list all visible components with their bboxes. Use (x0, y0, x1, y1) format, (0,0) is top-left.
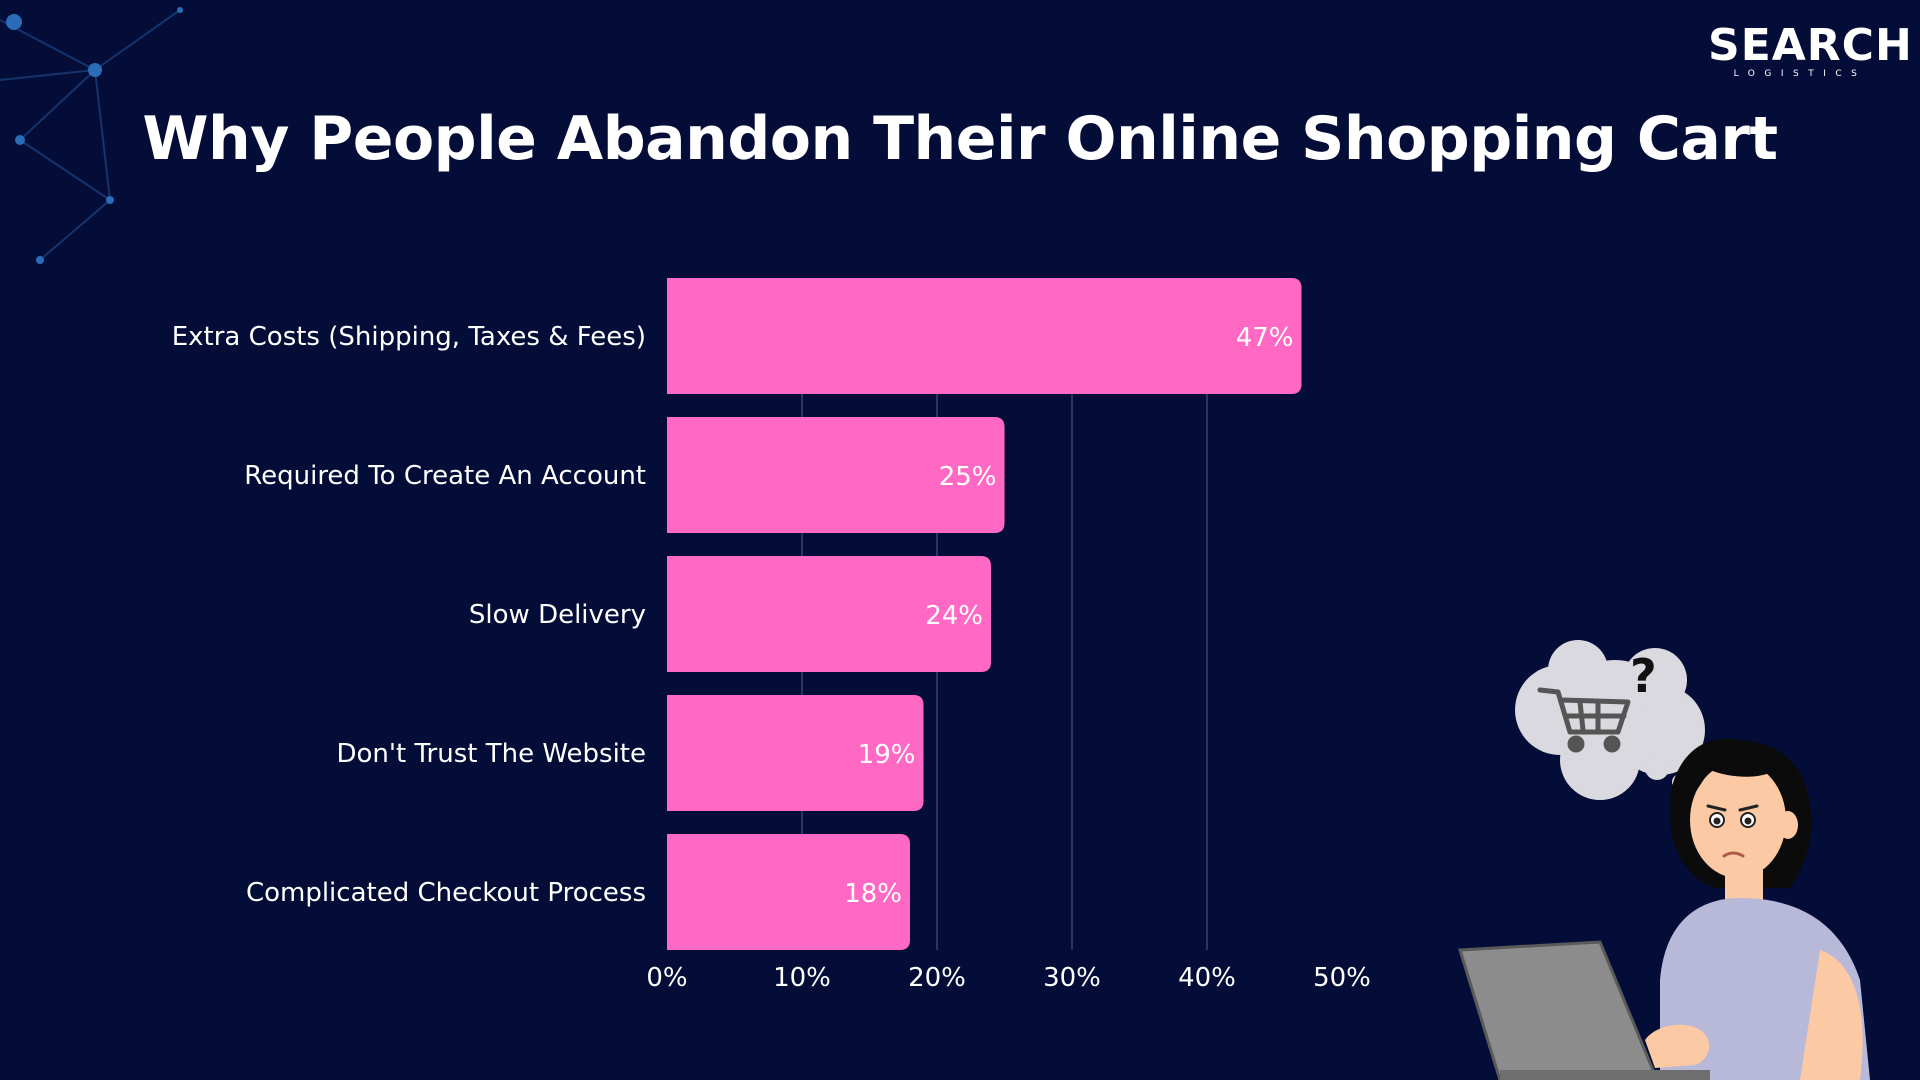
bar-value-label: 19% (858, 740, 916, 770)
x-tick-label: 10% (773, 963, 831, 993)
x-tick-label: 20% (908, 963, 966, 993)
category-labels: Extra Costs (Shipping, Taxes & Fees) Requ… (172, 322, 646, 908)
bar (667, 834, 910, 950)
bar-value-label: 24% (925, 601, 983, 631)
bar (667, 695, 924, 811)
hand (1645, 1024, 1710, 1068)
network-background-decoration (0, 7, 183, 264)
bars: 47% 25% 24% 19% 18% (667, 278, 1302, 950)
question-mark: ? (1630, 649, 1657, 703)
logo-word: SEARCH (1708, 20, 1913, 71)
shopping-cart-icon (1537, 687, 1631, 753)
bar-value-label: 18% (844, 879, 902, 909)
person (1660, 738, 1870, 1080)
x-tick-label: 30% (1043, 963, 1101, 993)
logo-subtitle: LOGISTICS (1733, 69, 1867, 79)
confused-shopper-illustration: ? (1458, 640, 1870, 1080)
category-label: Complicated Checkout Process (246, 878, 646, 908)
category-label: Slow Delivery (469, 600, 646, 630)
brand-logo: SEARCH LOGISTICS (1708, 20, 1913, 80)
page-title: Why People Abandon Their Online Shopping… (142, 104, 1778, 174)
x-tick-label: 0% (646, 963, 687, 993)
bar (667, 278, 1302, 394)
category-label: Don't Trust The Website (336, 739, 646, 769)
bar (667, 556, 991, 672)
x-axis-ticks: 0% 10% 20% 30% 40% 50% (646, 963, 1371, 993)
bar-value-label: 25% (939, 462, 997, 492)
bar-value-label: 47% (1236, 323, 1294, 353)
category-label: Extra Costs (Shipping, Taxes & Fees) (172, 322, 646, 352)
bar (667, 417, 1005, 533)
x-tick-label: 50% (1313, 963, 1371, 993)
category-label: Required To Create An Account (244, 461, 646, 491)
x-tick-label: 40% (1178, 963, 1236, 993)
laptop (1458, 940, 1710, 1080)
